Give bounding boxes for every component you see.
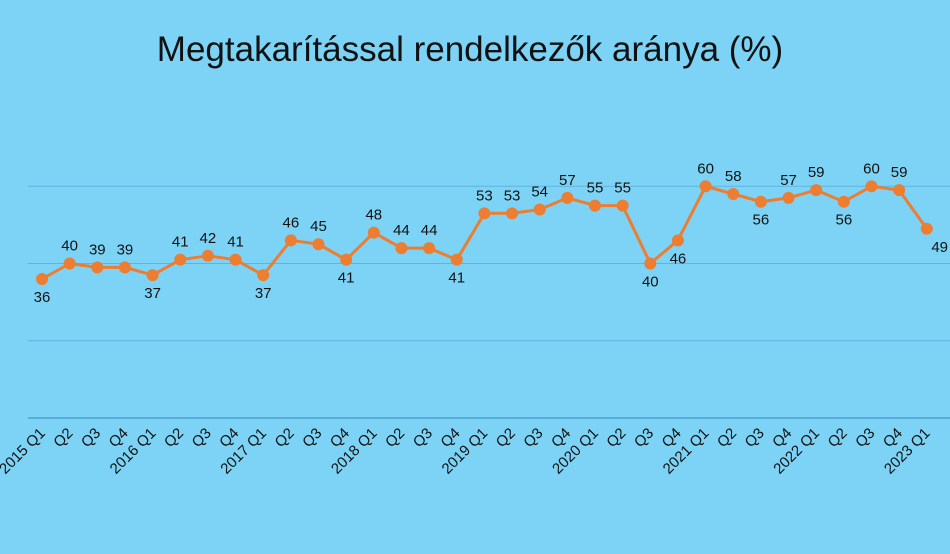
- data-label: 36: [34, 289, 51, 306]
- x-tick-label: Q3: [78, 425, 104, 451]
- data-label: 54: [531, 183, 548, 200]
- data-label: 60: [863, 160, 880, 177]
- data-point: [118, 261, 131, 274]
- data-point: [616, 199, 629, 212]
- data-point: [865, 180, 878, 193]
- data-label: 56: [753, 212, 770, 229]
- data-point: [699, 180, 712, 193]
- data-label: 37: [255, 285, 272, 302]
- data-label: 60: [697, 160, 714, 177]
- data-label: 46: [670, 250, 687, 267]
- data-point: [63, 257, 76, 270]
- x-tick-label: Q3: [299, 425, 325, 451]
- data-label: 49: [931, 239, 948, 256]
- data-label: 39: [117, 241, 134, 258]
- data-label: 41: [227, 234, 244, 251]
- data-point: [810, 184, 823, 197]
- data-label: 56: [836, 212, 853, 229]
- x-tick-label: Q2: [714, 425, 740, 451]
- data-point: [423, 242, 436, 255]
- data-point: [36, 272, 48, 285]
- data-point: [146, 269, 159, 282]
- data-label: 45: [310, 218, 327, 235]
- x-tick-label: Q3: [742, 425, 768, 451]
- data-point: [395, 242, 408, 255]
- data-point: [893, 184, 906, 197]
- data-point: [727, 188, 740, 201]
- x-tick-label: Q2: [382, 425, 408, 451]
- data-label: 40: [61, 238, 78, 255]
- x-tick-label: 2015 Q1: [0, 425, 49, 478]
- data-point: [644, 257, 657, 270]
- data-label: 44: [421, 222, 438, 239]
- data-point: [671, 234, 684, 247]
- data-label: 59: [808, 164, 825, 181]
- data-point: [533, 203, 546, 216]
- data-label: 41: [338, 270, 355, 287]
- data-label: 40: [642, 274, 659, 291]
- data-point: [561, 191, 574, 204]
- data-label: 44: [393, 222, 410, 239]
- data-point: [506, 207, 519, 220]
- data-point: [340, 253, 353, 266]
- data-label: 41: [172, 234, 189, 251]
- data-point: [312, 238, 325, 251]
- data-label: 48: [365, 207, 382, 224]
- data-point: [201, 249, 214, 262]
- data-point: [174, 253, 187, 266]
- data-label: 46: [283, 214, 300, 231]
- gridlines: [28, 185, 950, 342]
- x-tick-label: Q2: [603, 425, 629, 451]
- data-label: 57: [780, 172, 797, 189]
- data-label: 37: [144, 285, 161, 302]
- data-label: 39: [89, 241, 106, 258]
- data-point: [91, 261, 104, 274]
- x-tick-label: Q3: [410, 425, 436, 451]
- data-point: [257, 269, 270, 282]
- x-tick-label: Q3: [631, 425, 657, 451]
- x-tick-label: Q2: [161, 425, 187, 451]
- data-label: 55: [614, 180, 631, 197]
- data-label: 41: [448, 270, 465, 287]
- x-tick-label: Q3: [520, 425, 546, 451]
- data-point: [589, 199, 601, 212]
- data-label: 53: [504, 187, 521, 204]
- data-label: 42: [200, 230, 217, 247]
- data-label: 57: [559, 172, 576, 189]
- data-label: 55: [587, 180, 604, 197]
- x-tick-label: Q2: [272, 425, 298, 451]
- data-point: [229, 253, 242, 266]
- data-label: 59: [891, 164, 908, 181]
- x-tick-label: Q2: [50, 425, 76, 451]
- x-tick-label: Q2: [825, 425, 851, 451]
- data-point: [782, 191, 795, 204]
- data-label: 53: [476, 187, 493, 204]
- chart-title: Megtakarítással rendelkezők aránya (%): [156, 30, 784, 69]
- data-labels: 36 40 39 39 37 41 42 41 37 46 45 41 48 44 44 41 53 53 54 57…: [34, 160, 948, 306]
- data-point: [284, 234, 297, 247]
- data-point: [754, 195, 767, 208]
- x-tick-label: Q3: [852, 425, 878, 451]
- data-point: [920, 222, 933, 235]
- x-tick-label: Q2: [493, 425, 519, 451]
- data-point: [367, 226, 380, 239]
- data-point: [450, 253, 463, 266]
- data-label: 58: [725, 168, 742, 185]
- data-points: [36, 180, 933, 285]
- data-point: [837, 195, 850, 208]
- data-point: [478, 207, 491, 220]
- x-tick-label: Q3: [189, 425, 215, 451]
